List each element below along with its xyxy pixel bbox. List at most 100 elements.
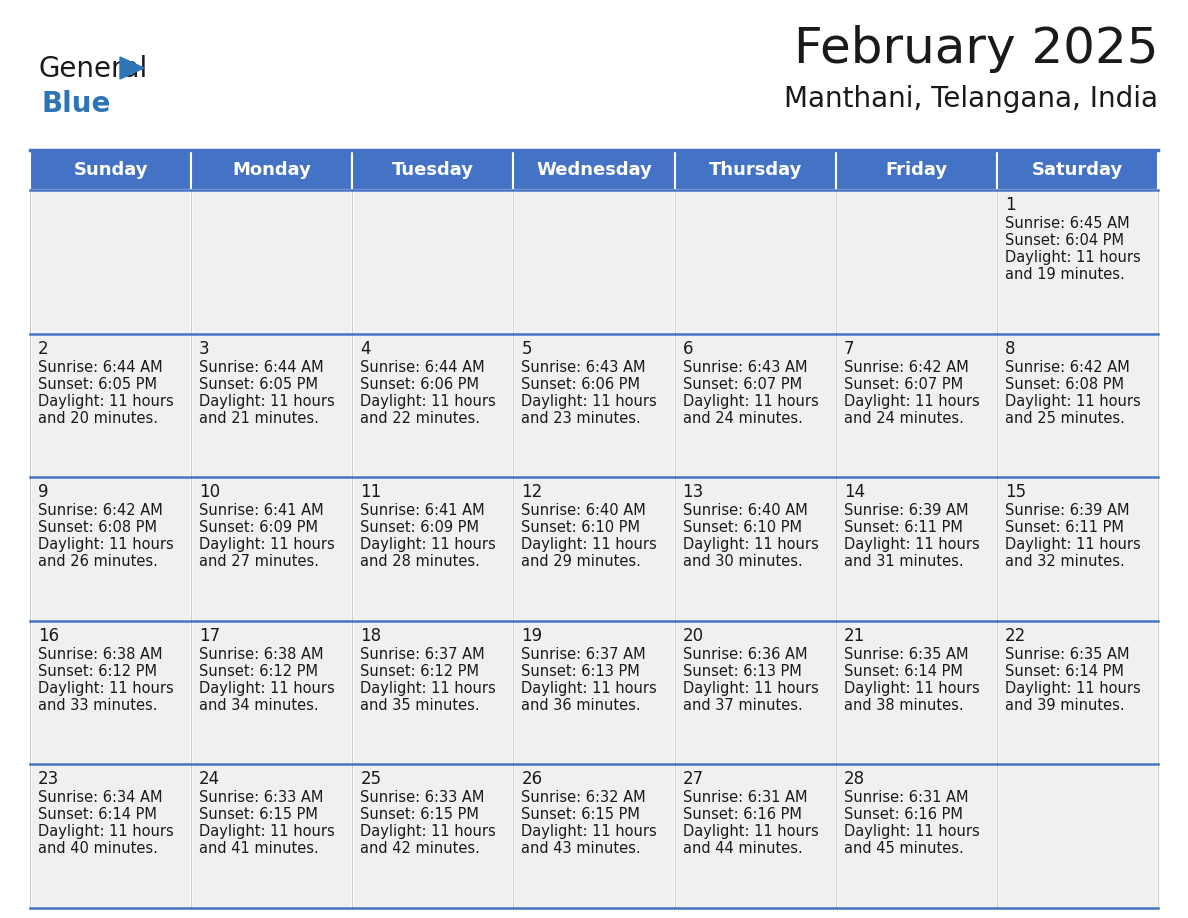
Text: Sunrise: 6:44 AM: Sunrise: 6:44 AM xyxy=(38,360,163,375)
Text: Sunset: 6:11 PM: Sunset: 6:11 PM xyxy=(843,521,962,535)
Text: and 43 minutes.: and 43 minutes. xyxy=(522,842,642,856)
Text: and 41 minutes.: and 41 minutes. xyxy=(200,842,318,856)
Text: Daylight: 11 hours: Daylight: 11 hours xyxy=(200,394,335,409)
Text: February 2025: February 2025 xyxy=(794,25,1158,73)
Text: Sunset: 6:06 PM: Sunset: 6:06 PM xyxy=(522,376,640,392)
Text: Sunrise: 6:39 AM: Sunrise: 6:39 AM xyxy=(1005,503,1130,518)
Text: Sunset: 6:04 PM: Sunset: 6:04 PM xyxy=(1005,233,1124,248)
Text: Sunrise: 6:37 AM: Sunrise: 6:37 AM xyxy=(522,647,646,662)
Text: Sunset: 6:13 PM: Sunset: 6:13 PM xyxy=(683,664,802,678)
Bar xyxy=(835,477,997,621)
Text: 24: 24 xyxy=(200,770,220,789)
Text: 22: 22 xyxy=(1005,627,1026,644)
Text: Daylight: 11 hours: Daylight: 11 hours xyxy=(38,681,173,696)
Text: and 40 minutes.: and 40 minutes. xyxy=(38,842,158,856)
Text: and 42 minutes.: and 42 minutes. xyxy=(360,842,480,856)
Text: Daylight: 11 hours: Daylight: 11 hours xyxy=(522,394,657,409)
Bar xyxy=(675,765,835,908)
Text: Daylight: 11 hours: Daylight: 11 hours xyxy=(360,681,497,696)
Bar xyxy=(353,190,513,333)
Bar xyxy=(997,765,1158,908)
Text: Daylight: 11 hours: Daylight: 11 hours xyxy=(38,394,173,409)
Text: Blue: Blue xyxy=(42,90,112,118)
Text: Sunset: 6:11 PM: Sunset: 6:11 PM xyxy=(1005,521,1124,535)
Text: Sunset: 6:12 PM: Sunset: 6:12 PM xyxy=(360,664,479,678)
Bar xyxy=(513,333,675,477)
Bar xyxy=(191,477,353,621)
Bar xyxy=(675,333,835,477)
Text: Sunrise: 6:38 AM: Sunrise: 6:38 AM xyxy=(200,647,323,662)
Text: 13: 13 xyxy=(683,483,703,501)
Text: Daylight: 11 hours: Daylight: 11 hours xyxy=(683,824,819,839)
Text: 26: 26 xyxy=(522,770,543,789)
Text: 12: 12 xyxy=(522,483,543,501)
Text: Daylight: 11 hours: Daylight: 11 hours xyxy=(38,537,173,553)
Text: Sunset: 6:06 PM: Sunset: 6:06 PM xyxy=(360,376,479,392)
Text: Daylight: 11 hours: Daylight: 11 hours xyxy=(360,824,497,839)
Text: Sunset: 6:07 PM: Sunset: 6:07 PM xyxy=(843,376,962,392)
Text: Sunset: 6:14 PM: Sunset: 6:14 PM xyxy=(843,664,962,678)
Bar xyxy=(30,333,191,477)
Text: Sunset: 6:16 PM: Sunset: 6:16 PM xyxy=(843,808,962,823)
Text: and 29 minutes.: and 29 minutes. xyxy=(522,554,642,569)
Text: and 28 minutes.: and 28 minutes. xyxy=(360,554,480,569)
Text: Sunrise: 6:40 AM: Sunrise: 6:40 AM xyxy=(522,503,646,518)
Text: 23: 23 xyxy=(38,770,59,789)
Bar xyxy=(997,333,1158,477)
Bar xyxy=(675,190,835,333)
Text: Sunrise: 6:34 AM: Sunrise: 6:34 AM xyxy=(38,790,163,805)
Text: Sunset: 6:12 PM: Sunset: 6:12 PM xyxy=(38,664,157,678)
Text: Daylight: 11 hours: Daylight: 11 hours xyxy=(683,681,819,696)
Text: and 39 minutes.: and 39 minutes. xyxy=(1005,698,1125,712)
Text: and 44 minutes.: and 44 minutes. xyxy=(683,842,802,856)
Text: Daylight: 11 hours: Daylight: 11 hours xyxy=(200,537,335,553)
Text: and 36 minutes.: and 36 minutes. xyxy=(522,698,642,712)
Text: and 37 minutes.: and 37 minutes. xyxy=(683,698,802,712)
Text: Sunset: 6:15 PM: Sunset: 6:15 PM xyxy=(522,808,640,823)
Text: Sunrise: 6:42 AM: Sunrise: 6:42 AM xyxy=(843,360,968,375)
Bar xyxy=(30,621,191,765)
Text: and 24 minutes.: and 24 minutes. xyxy=(683,410,802,426)
Text: 14: 14 xyxy=(843,483,865,501)
Text: Daylight: 11 hours: Daylight: 11 hours xyxy=(1005,250,1140,265)
Text: Sunrise: 6:36 AM: Sunrise: 6:36 AM xyxy=(683,647,807,662)
Text: and 20 minutes.: and 20 minutes. xyxy=(38,410,158,426)
Bar xyxy=(835,765,997,908)
Bar xyxy=(835,621,997,765)
Bar xyxy=(513,150,675,190)
Bar xyxy=(675,477,835,621)
Text: and 26 minutes.: and 26 minutes. xyxy=(38,554,158,569)
Text: Sunset: 6:16 PM: Sunset: 6:16 PM xyxy=(683,808,802,823)
Bar xyxy=(353,621,513,765)
Text: 27: 27 xyxy=(683,770,703,789)
Text: Sunrise: 6:44 AM: Sunrise: 6:44 AM xyxy=(360,360,485,375)
Bar xyxy=(353,333,513,477)
Text: Sunset: 6:08 PM: Sunset: 6:08 PM xyxy=(1005,376,1124,392)
Text: Daylight: 11 hours: Daylight: 11 hours xyxy=(1005,394,1140,409)
Text: Monday: Monday xyxy=(233,161,311,179)
Text: and 33 minutes.: and 33 minutes. xyxy=(38,698,158,712)
Text: 3: 3 xyxy=(200,340,210,358)
Bar xyxy=(191,765,353,908)
Text: Sunrise: 6:33 AM: Sunrise: 6:33 AM xyxy=(200,790,323,805)
Text: and 35 minutes.: and 35 minutes. xyxy=(360,698,480,712)
Text: Daylight: 11 hours: Daylight: 11 hours xyxy=(1005,537,1140,553)
Text: Sunrise: 6:35 AM: Sunrise: 6:35 AM xyxy=(1005,647,1130,662)
Text: Thursday: Thursday xyxy=(708,161,802,179)
Bar xyxy=(835,150,997,190)
Bar xyxy=(835,190,997,333)
Text: Sunset: 6:14 PM: Sunset: 6:14 PM xyxy=(1005,664,1124,678)
Text: Sunset: 6:05 PM: Sunset: 6:05 PM xyxy=(38,376,157,392)
Text: Daylight: 11 hours: Daylight: 11 hours xyxy=(38,824,173,839)
Text: 1: 1 xyxy=(1005,196,1016,214)
Text: Daylight: 11 hours: Daylight: 11 hours xyxy=(360,394,497,409)
Bar xyxy=(191,621,353,765)
Text: and 45 minutes.: and 45 minutes. xyxy=(843,842,963,856)
Text: Saturday: Saturday xyxy=(1032,161,1123,179)
Text: Manthani, Telangana, India: Manthani, Telangana, India xyxy=(784,85,1158,113)
Text: Sunset: 6:09 PM: Sunset: 6:09 PM xyxy=(200,521,318,535)
Text: 8: 8 xyxy=(1005,340,1016,358)
Text: and 19 minutes.: and 19 minutes. xyxy=(1005,267,1125,282)
Text: Daylight: 11 hours: Daylight: 11 hours xyxy=(683,394,819,409)
Text: 6: 6 xyxy=(683,340,693,358)
